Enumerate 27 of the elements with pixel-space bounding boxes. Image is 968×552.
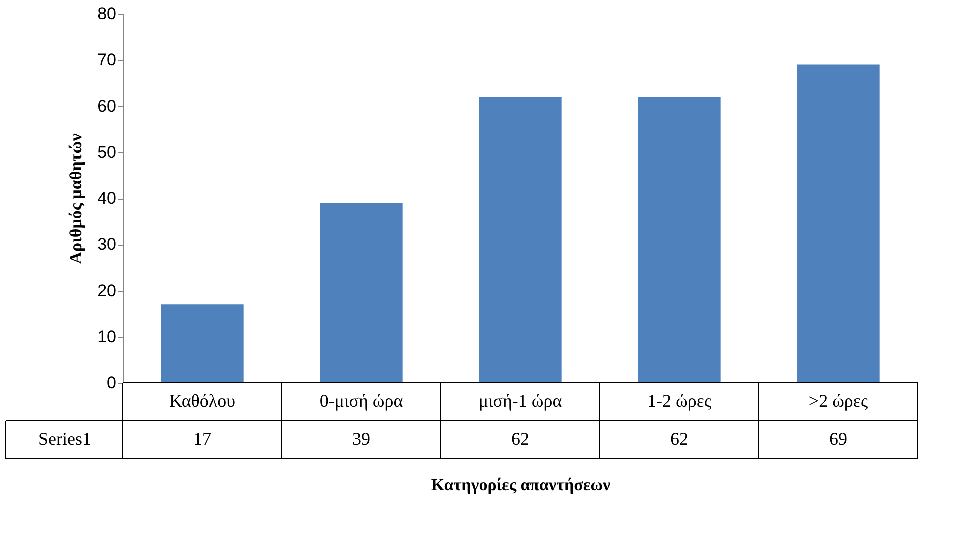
data-label: 17 [194, 429, 212, 449]
y-tick-label: 60 [98, 96, 116, 116]
y-tick-label: 50 [98, 142, 116, 162]
x-axis-title: Κατηγορίες απαντήσεων [431, 476, 612, 494]
y-tick-label: 80 [98, 4, 116, 24]
y-tick-label: 40 [98, 189, 116, 208]
bar [638, 97, 721, 383]
data-label: 39 [352, 429, 370, 449]
y-tick-label: 10 [98, 327, 116, 346]
x-tick-label: 1-2 ώρες [647, 391, 712, 411]
y-tick-label: 20 [98, 281, 116, 300]
data-label: 69 [830, 429, 848, 449]
y-tick-label: 0 [107, 374, 116, 392]
x-tick-label: μισή-1 ώρα [478, 391, 563, 411]
bar [797, 64, 880, 383]
bar [161, 304, 244, 383]
x-tick-label: 0-μισή ώρα [320, 391, 404, 411]
data-label: 62 [670, 429, 688, 449]
bar [320, 203, 403, 383]
y-axis-title: Αριθμός μαθητών [66, 133, 86, 264]
bar [479, 97, 562, 383]
x-tick-label: Καθόλου [169, 391, 236, 411]
text: Series1 [38, 429, 92, 449]
x-tick-label: >2 ώρες [808, 391, 868, 411]
y-tick-label: 30 [98, 235, 116, 254]
data-label: 62 [512, 429, 530, 449]
y-tick-label: 70 [98, 50, 116, 70]
